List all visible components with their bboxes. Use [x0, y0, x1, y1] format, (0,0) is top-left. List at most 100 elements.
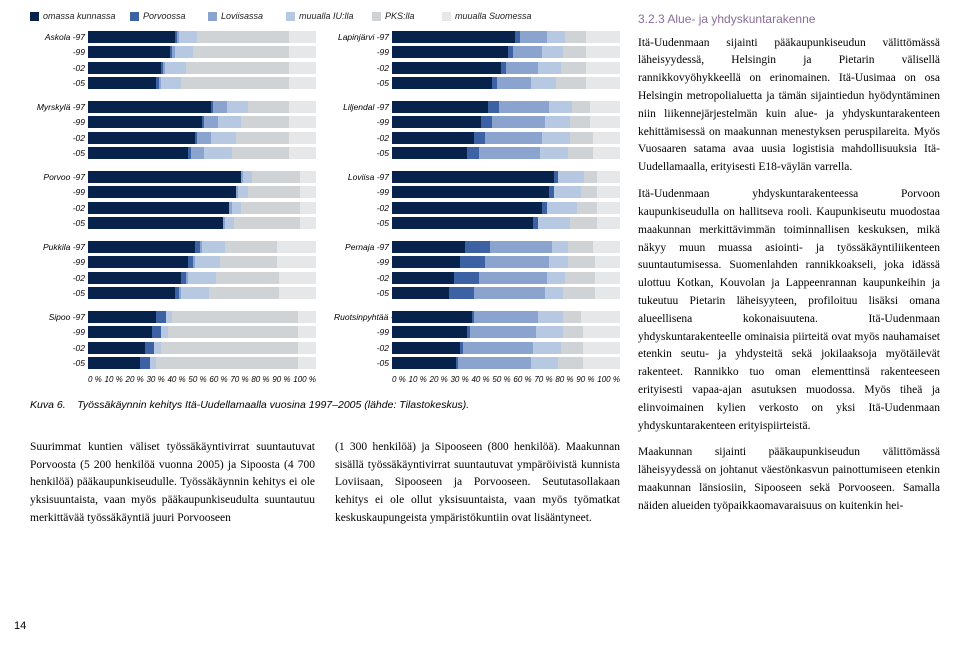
bar-segment: [549, 101, 572, 113]
bar-segment: [248, 186, 300, 198]
chart-row: -02: [30, 270, 316, 286]
row-label: -02: [30, 62, 88, 74]
row-label: Liljendal -97: [334, 101, 392, 113]
bar-segment: [298, 357, 316, 369]
bar-segment: [558, 357, 583, 369]
row-label: -99: [334, 186, 392, 198]
row-label: Lapinjärvi -97: [334, 31, 392, 43]
chart-row: Porvoo -97: [30, 169, 316, 185]
bar-segment: [460, 256, 485, 268]
stacked-bar: [392, 272, 620, 284]
stacked-bar: [392, 357, 620, 369]
stacked-bar: [392, 186, 620, 198]
bar-segment: [392, 357, 456, 369]
bar-segment: [392, 241, 465, 253]
bar-segment: [536, 326, 563, 338]
chart-row: -99: [334, 325, 620, 341]
stacked-bar: [88, 147, 316, 159]
chart-row: -99: [334, 185, 620, 201]
legend-label: muualla IU:lla: [299, 10, 354, 23]
bar-segment: [392, 101, 488, 113]
row-label: -02: [334, 342, 392, 354]
bar-segment: [289, 116, 316, 128]
row-label: -99: [30, 326, 88, 338]
row-label: -05: [334, 147, 392, 159]
bar-segment: [241, 116, 289, 128]
bar-segment: [300, 217, 316, 229]
bar-segment: [556, 77, 586, 89]
bar-segment: [289, 147, 316, 159]
bar-segment: [581, 311, 620, 323]
bar-segment: [499, 101, 549, 113]
chart-row: Myrskylä -97: [30, 99, 316, 115]
bar-segment: [561, 62, 586, 74]
chart-row: -99: [334, 255, 620, 271]
figure-caption: Kuva 6. Työssäkäynnin kehitys Itä-Uudell…: [30, 398, 620, 413]
axis-tick: 50 %: [492, 374, 510, 386]
axis-tick: 20 %: [430, 374, 448, 386]
chart-row: -99: [334, 45, 620, 61]
bar-segment: [88, 31, 175, 43]
axis-tick: 80 %: [555, 374, 573, 386]
row-label: -05: [30, 357, 88, 369]
bar-segment: [481, 116, 492, 128]
bar-segment: [565, 272, 595, 284]
bar-segment: [161, 326, 168, 338]
row-label: -05: [334, 287, 392, 299]
bar-segment: [520, 31, 547, 43]
chart-right: Lapinjärvi -97-99-02-05Liljendal -97-99-…: [334, 29, 620, 386]
bar-segment: [392, 311, 472, 323]
bar-segment: [454, 272, 479, 284]
bar-segment: [188, 272, 215, 284]
section-heading: 3.2.3 Alue- ja yhdyskuntarakenne: [638, 10, 940, 29]
chart-legend: omassa kunnassaPorvoossaLoviisassamuuall…: [30, 10, 620, 23]
bar-segment: [289, 101, 316, 113]
bar-segment: [463, 342, 534, 354]
bar-segment: [88, 186, 236, 198]
row-label: -05: [30, 217, 88, 229]
axis-tick: 10 %: [409, 374, 427, 386]
chart-row: -05: [334, 286, 620, 302]
legend-label: muualla Suomessa: [455, 10, 532, 23]
chart-row: -05: [30, 356, 316, 372]
bar-segment: [563, 46, 586, 58]
bar-segment: [88, 171, 241, 183]
right-column: 3.2.3 Alue- ja yhdyskuntarakenne Itä-Uud…: [638, 10, 940, 528]
stacked-bar: [88, 46, 316, 58]
bar-segment: [209, 287, 280, 299]
x-axis: 0 %10 %20 %30 %40 %50 %60 %70 %80 %90 %1…: [334, 374, 620, 386]
chart-row: -02: [334, 130, 620, 146]
axis-tick: 70 %: [534, 374, 552, 386]
bar-segment: [542, 46, 563, 58]
bar-segment: [570, 217, 597, 229]
legend-swatch: [286, 12, 295, 21]
chart-left: Askola -97-99-02-05Myrskylä -97-99-02-05…: [30, 29, 316, 386]
bar-segment: [492, 116, 544, 128]
stacked-bar: [88, 186, 316, 198]
stacked-bar: [392, 62, 620, 74]
bar-segment: [88, 256, 188, 268]
bar-segment: [213, 101, 227, 113]
bar-segment: [590, 116, 620, 128]
bar-segment: [595, 256, 620, 268]
bar-segment: [204, 116, 218, 128]
chart-row: Loviisa -97: [334, 169, 620, 185]
row-label: -02: [30, 272, 88, 284]
legend-swatch: [208, 12, 217, 21]
caption-text: Työssäkäynnin kehitys Itä-Uudellamaalla …: [77, 399, 469, 411]
bar-segment: [540, 147, 567, 159]
row-label: -02: [30, 132, 88, 144]
bar-segment: [479, 147, 541, 159]
chart-row: Askola -97: [30, 29, 316, 45]
bar-segment: [392, 62, 501, 74]
bar-segment: [204, 147, 231, 159]
row-label: -05: [334, 77, 392, 89]
right-paragraphs: Itä-Uudenmaan sijainti pääkaupunkiseudun…: [638, 35, 940, 516]
body-columns: Suurimmat kuntien väliset työssäkäyntivi…: [30, 439, 620, 528]
axis-tick: 100 %: [597, 374, 620, 386]
axis-tick: 60 %: [209, 374, 227, 386]
bar-segment: [570, 132, 593, 144]
bar-segment: [568, 147, 593, 159]
bar-segment: [583, 326, 619, 338]
stacked-bar: [88, 31, 316, 43]
